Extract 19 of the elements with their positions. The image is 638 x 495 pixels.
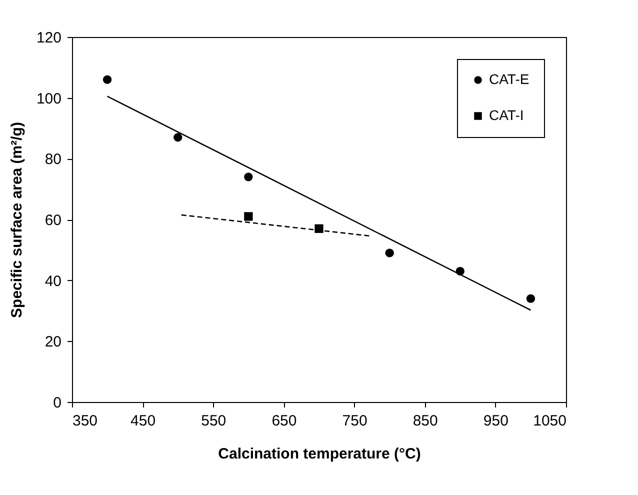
y-tick-label: 100 bbox=[36, 90, 62, 108]
y-tick-label: 20 bbox=[44, 334, 62, 351]
x-tick-label: 650 bbox=[272, 412, 297, 430]
y-axis-title: Specific surface area (m²/g) bbox=[8, 122, 26, 318]
x-tick-label: 350 bbox=[72, 412, 98, 430]
y-tick-label: 60 bbox=[44, 212, 62, 229]
y-tick-label: 40 bbox=[44, 272, 62, 290]
x-tick-label: 450 bbox=[130, 412, 156, 430]
y-tick-label: 80 bbox=[44, 151, 62, 168]
x-tick-label: 850 bbox=[412, 412, 438, 430]
x-tick-label: 550 bbox=[201, 412, 226, 430]
x-tick-label: 1050 bbox=[533, 412, 566, 430]
y-tick-label: 120 bbox=[36, 30, 62, 46]
y-tick-label: 0 bbox=[53, 394, 62, 412]
x-tick-label: 950 bbox=[483, 412, 508, 430]
legend-label: CAT-E bbox=[489, 71, 530, 87]
legend-label: CAT-I bbox=[489, 107, 524, 123]
x-axis-title: Calcination temperature (°C) bbox=[218, 446, 421, 462]
x-tick-label: 750 bbox=[342, 412, 368, 430]
